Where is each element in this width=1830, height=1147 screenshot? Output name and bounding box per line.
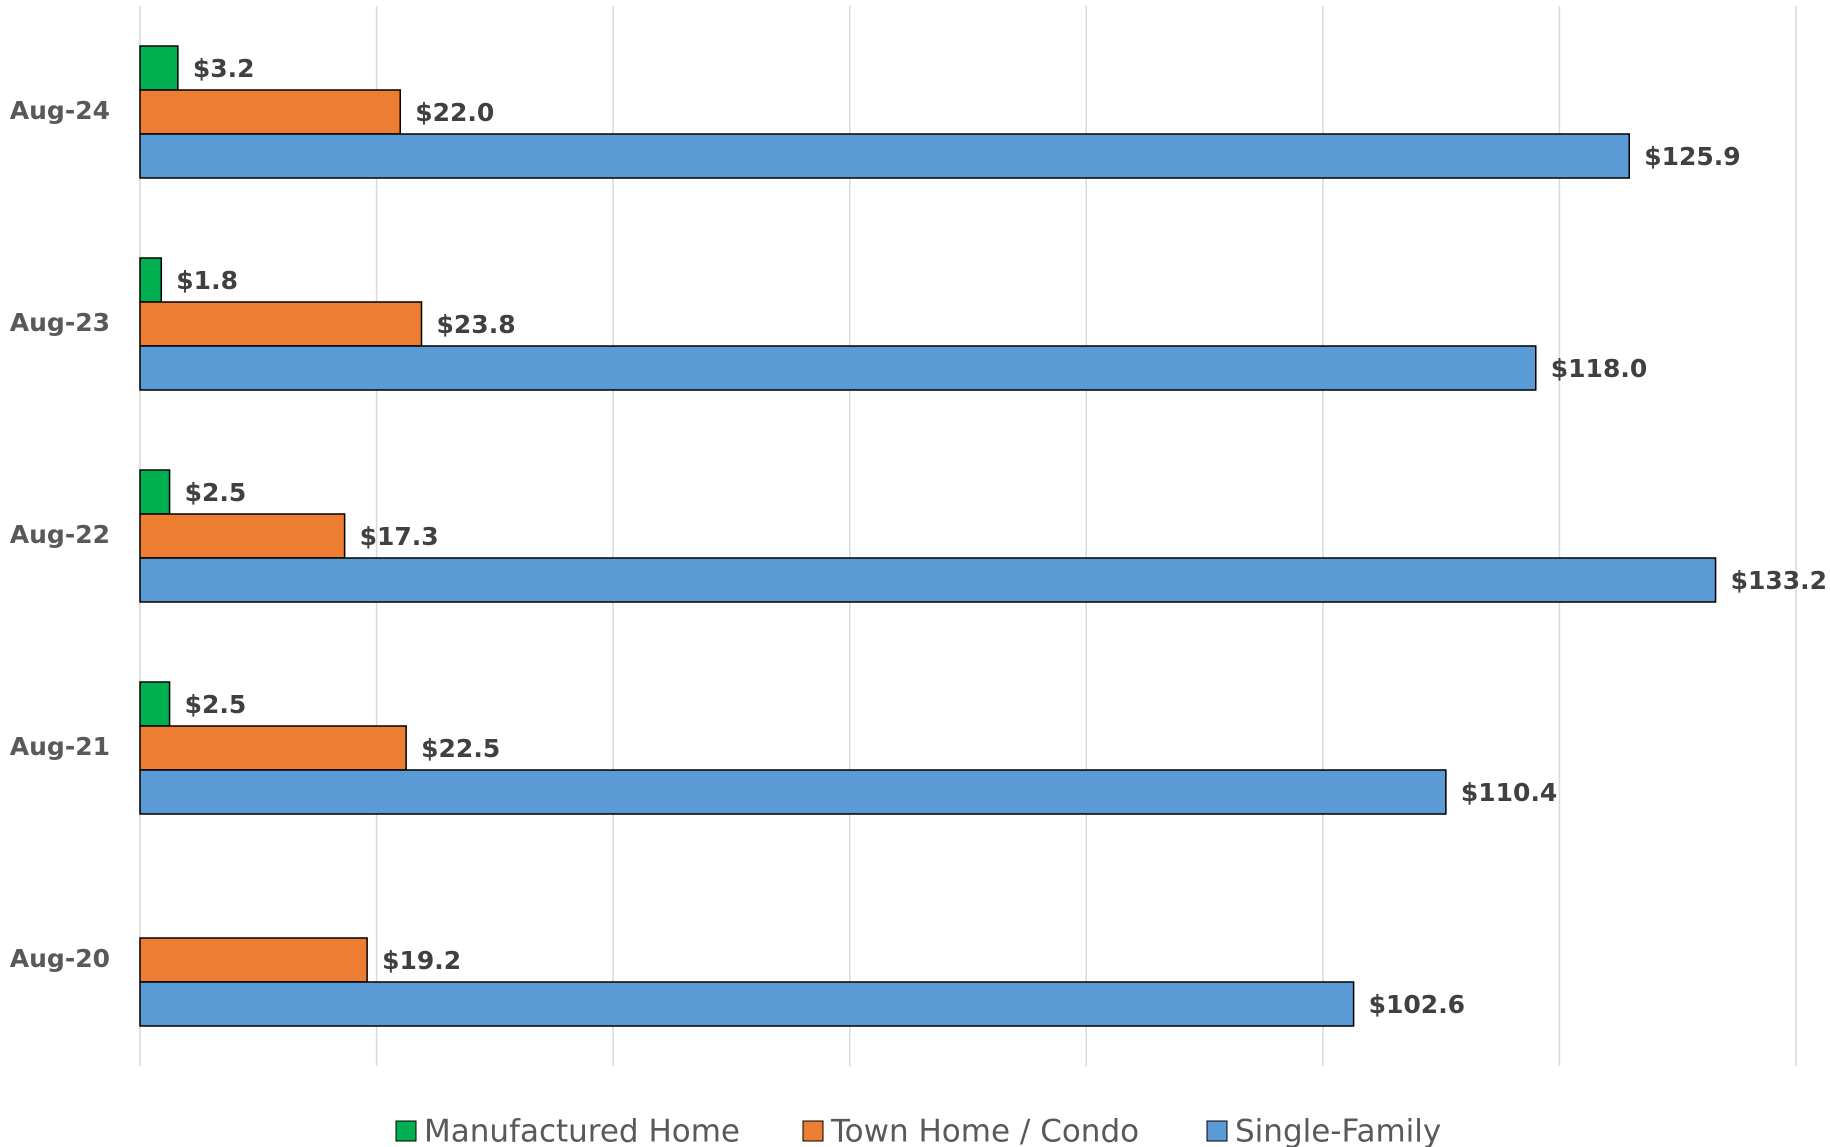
y-tick-label: Aug-20 [10, 944, 110, 973]
data-label: $17.3 [360, 522, 439, 551]
bar [139, 681, 171, 727]
data-label: $110.4 [1461, 778, 1557, 807]
y-tick-label: Aug-22 [10, 520, 110, 549]
data-label: $22.0 [415, 98, 494, 127]
data-label: $22.5 [421, 734, 500, 763]
data-label: $102.6 [1369, 990, 1465, 1019]
legend-swatch [802, 1120, 824, 1142]
data-label: $2.5 [185, 690, 247, 719]
y-tick-label: Aug-21 [10, 732, 110, 761]
bar [139, 345, 1537, 391]
bar [139, 557, 1717, 603]
data-label: $133.2 [1731, 566, 1827, 595]
data-label: $2.5 [185, 478, 247, 507]
legend-label: Manufactured Home [424, 1114, 740, 1147]
y-tick-label: Aug-24 [10, 96, 110, 125]
data-label: $3.2 [193, 54, 255, 83]
bar [139, 469, 171, 515]
bar [139, 301, 423, 347]
legend-swatch [1206, 1120, 1228, 1142]
bar [139, 133, 1630, 179]
bar [139, 725, 407, 771]
data-label: $19.2 [382, 946, 461, 975]
data-label: $1.8 [176, 266, 238, 295]
data-label: $125.9 [1644, 142, 1740, 171]
bar [139, 937, 368, 983]
bar [139, 513, 346, 559]
legend-label: Single-Family [1235, 1114, 1441, 1147]
bar [139, 89, 401, 135]
y-tick-label: Aug-23 [10, 308, 110, 337]
data-label: $118.0 [1551, 354, 1647, 383]
data-label: $23.8 [437, 310, 516, 339]
bar [139, 769, 1447, 815]
legend-swatch [395, 1120, 417, 1142]
bar [139, 45, 179, 91]
bar [139, 257, 163, 303]
bar [139, 981, 1355, 1027]
legend-label: Town Home / Condo [830, 1114, 1139, 1147]
